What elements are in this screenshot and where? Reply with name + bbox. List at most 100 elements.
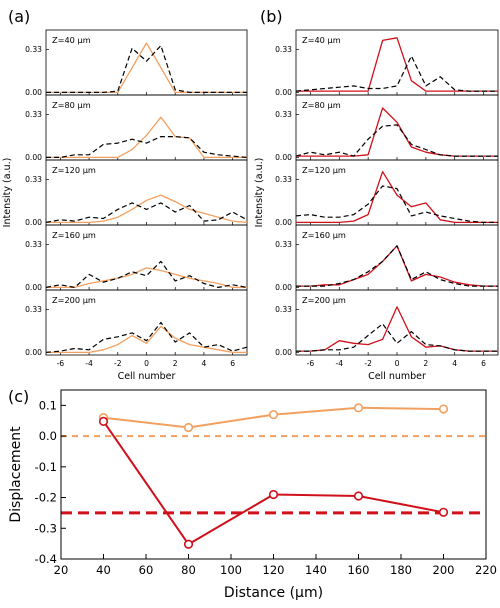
data-point: [268, 409, 279, 420]
subplot: 0.00 0.33 Z=80 μm: [25, 94, 248, 162]
x-tick-label: 60: [139, 563, 154, 577]
solid-series-line: [46, 116, 247, 159]
data-point: [353, 491, 364, 501]
subplot: 0.00 0.33 Z=40 μm: [275, 29, 499, 97]
x-tick-label: 220: [475, 563, 497, 577]
panel-label: (a): [8, 7, 30, 26]
dashed-series-line: [45, 260, 248, 288]
dashed-series-line: [295, 124, 498, 157]
x-tick-label: 2: [173, 359, 178, 368]
data-point: [353, 403, 364, 413]
panel-label: (b): [260, 7, 283, 26]
data-point: [183, 422, 194, 433]
y-tick-label: 0.0: [39, 429, 57, 443]
solid-series-line: [296, 171, 498, 224]
x-tick-label: 120: [263, 563, 285, 577]
y-tick-label: 0.33: [275, 305, 292, 314]
x-tick-label: 100: [220, 563, 242, 577]
data-point: [183, 539, 194, 549]
y-tick-label: 0.33: [275, 175, 292, 184]
x-tick-label: 4: [452, 359, 457, 368]
x-tick-label: -6: [307, 359, 315, 368]
subplot: 0.00 0.33 Z=200 μm: [275, 289, 499, 357]
dashed-series-line: [295, 185, 498, 223]
x-tick-label: 80: [181, 563, 196, 577]
subplot: 0.00 0.33 Z=120 μm: [275, 159, 499, 227]
y-axis-label: Intensity (a.u.): [2, 158, 13, 228]
y-tick-label: 0.33: [275, 110, 292, 119]
x-tick-label: -4: [335, 359, 343, 368]
y-tick-label: 0.00: [25, 283, 42, 292]
x-tick-label: -2: [364, 359, 372, 368]
y-tick-label: 0.33: [25, 175, 42, 184]
y-tick-label: 0.33: [25, 240, 42, 249]
panel-a: (a) 0.00 0.33 Z=40 μm 0.00 0.33 Z=80 μm 0.00 0.3…: [2, 7, 248, 382]
y-tick-label: -0.2: [35, 491, 57, 505]
x-tick-label: 0: [144, 359, 149, 368]
y-tick-label: -0.4: [35, 552, 57, 566]
dashed-series-line: [46, 44, 247, 94]
y-tick-label: 0.33: [275, 240, 292, 249]
dashed-series-line: [45, 321, 248, 353]
data-point: [438, 507, 449, 517]
depth-label: Z=40 μm: [52, 35, 91, 45]
y-tick-label: 0.33: [25, 305, 42, 314]
depth-label: Z=120 μm: [52, 165, 96, 175]
y-tick-label: -0.1: [35, 460, 57, 474]
solid-series-line: [296, 245, 498, 287]
x-tick-label: 200: [433, 563, 455, 577]
y-axis-label: Intensity (a.u.): [254, 158, 265, 228]
depth-label: Z=200 μm: [52, 295, 96, 305]
subplot: 0.00 0.33 Z=200 μm: [25, 289, 248, 357]
y-tick-label: 0.00: [275, 283, 292, 292]
dashed-series-line: [295, 55, 498, 92]
depth-label: Z=80 μm: [52, 100, 91, 110]
x-axis-label: Cell number: [118, 371, 176, 382]
depth-label: Z=200 μm: [302, 295, 346, 305]
y-tick-label: 0.00: [25, 88, 42, 97]
y-tick-label: 0.00: [25, 218, 42, 227]
x-tick-label: -4: [85, 359, 93, 368]
dashed-series-line: [46, 136, 248, 158]
y-tick-label: 0.00: [275, 218, 292, 227]
x-tick-label: 180: [390, 563, 412, 577]
dashed-series-line: [296, 323, 498, 352]
depth-label: Z=120 μm: [302, 165, 346, 175]
x-axis-label: Cell number: [368, 371, 426, 382]
data-point: [98, 416, 109, 426]
depth-label: Z=160 μm: [302, 230, 346, 240]
solid-series-line: [46, 267, 247, 289]
y-tick-label: 0.33: [25, 45, 42, 54]
dashed-series-line: [296, 245, 498, 287]
x-tick-label: 0: [395, 359, 400, 368]
depth-label: Z=40 μm: [302, 35, 341, 45]
y-tick-label: 0.00: [25, 348, 42, 357]
subplot: 0.00 0.33 Z=40 μm: [25, 29, 248, 97]
panel-c: (c) 0.1 0.0 -0.1 -0.2 -0.3 -0.420 40 60 80 100 120 1…: [8, 387, 497, 601]
y-tick-label: 0.1: [39, 398, 57, 412]
x-tick-label: 6: [481, 359, 486, 368]
y-tick-label: 0.00: [275, 153, 292, 162]
solid-series-line: [296, 107, 498, 157]
subplot: 0.00 0.33 Z=160 μm: [275, 224, 499, 292]
y-axis-label: Displacement: [8, 426, 24, 523]
y-tick-label: 0.00: [275, 88, 292, 97]
x-tick-label: 6: [230, 359, 235, 368]
depth-label: Z=80 μm: [302, 100, 341, 110]
x-tick-label: 20: [54, 563, 69, 577]
panel-b: (b) 0.00 0.33 Z=40 μm 0.00 0.33 Z=80 μm 0.00 0.3…: [254, 7, 499, 382]
data-point: [438, 404, 449, 414]
subplot: 0.00 0.33 Z=80 μm: [275, 94, 499, 162]
y-tick-label: 0.00: [275, 348, 292, 357]
x-tick-label: 160: [348, 563, 370, 577]
x-tick-label: 2: [423, 359, 428, 368]
x-tick-label: 4: [202, 359, 207, 368]
solid-series-line: [296, 37, 498, 92]
x-axis-label: Distance (μm): [224, 585, 323, 601]
subplot: 0.00 0.33 Z=160 μm: [25, 224, 248, 292]
data-point: [268, 489, 279, 500]
x-tick-label: -2: [114, 359, 122, 368]
depth-label: Z=160 μm: [52, 230, 96, 240]
series-line: [102, 420, 444, 546]
